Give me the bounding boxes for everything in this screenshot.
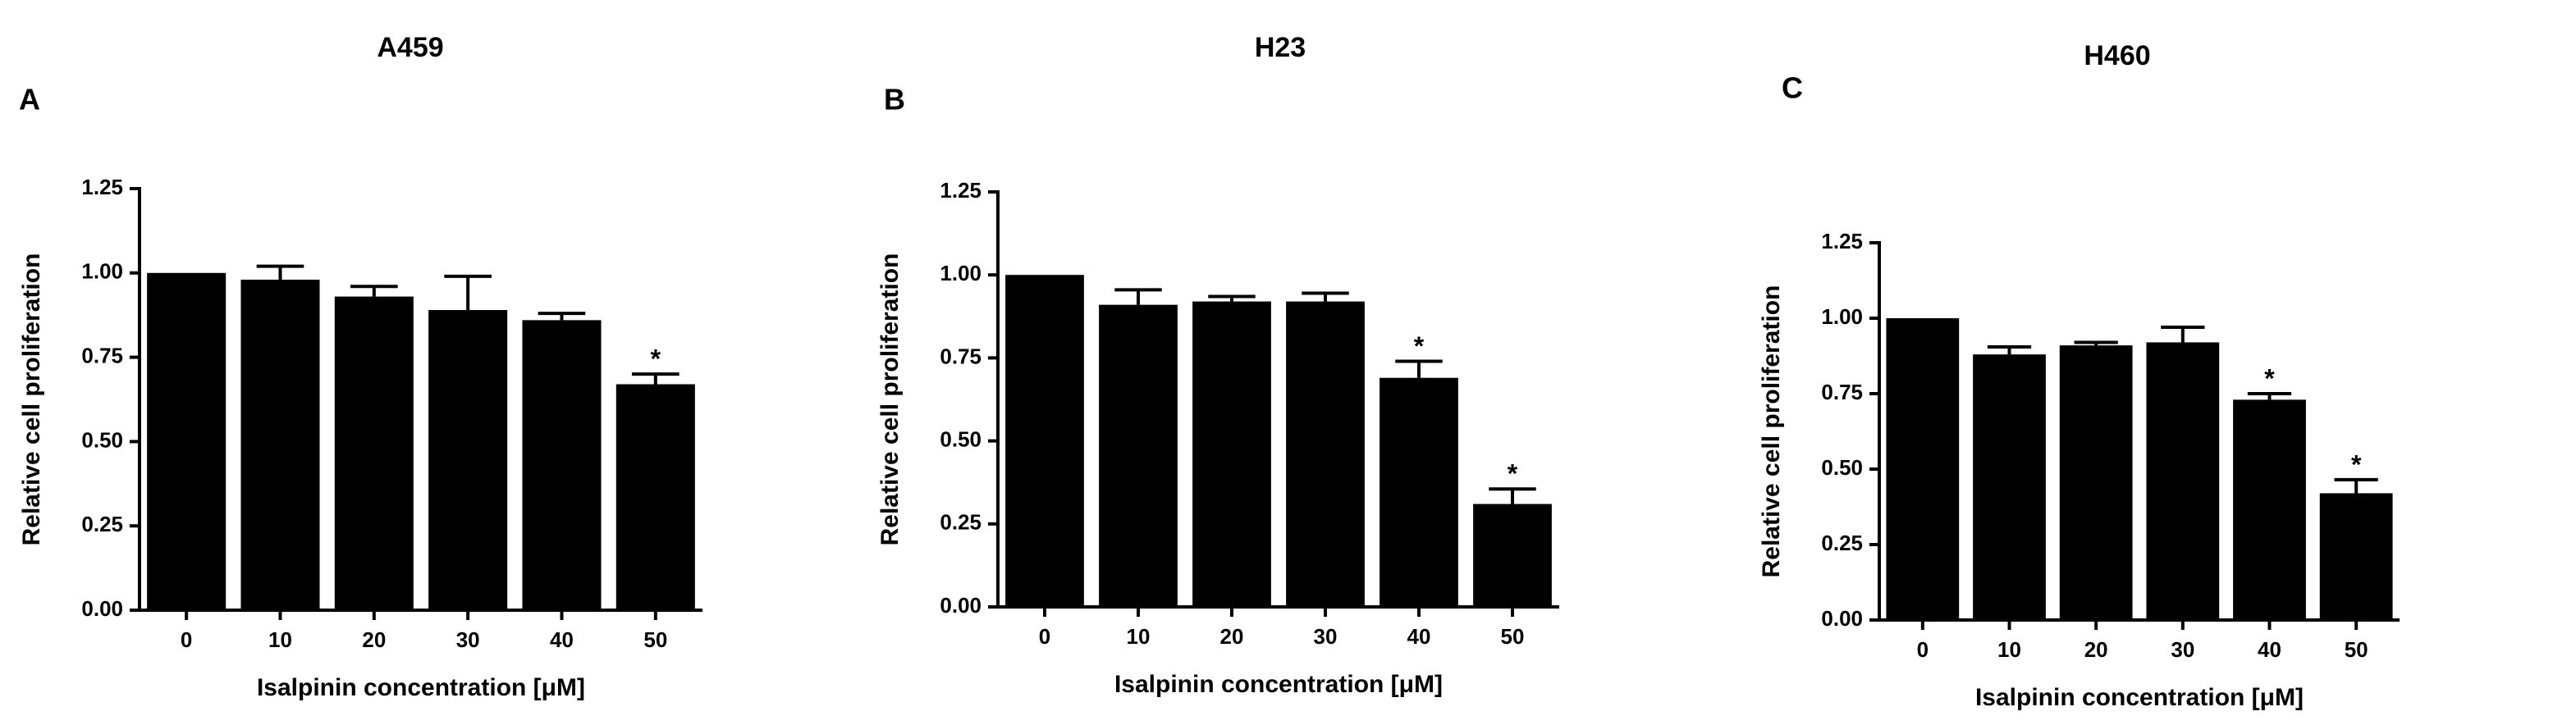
x-tick-label: 10	[1127, 624, 1151, 649]
y-tick-label: 1.25	[81, 175, 123, 199]
y-axis-label: Relative cell proliferation	[18, 253, 45, 546]
bar	[1973, 354, 2046, 620]
x-tick-label: 20	[2084, 637, 2108, 662]
y-tick-label: 0.00	[81, 596, 123, 621]
x-tick-label: 20	[1220, 624, 1244, 649]
bar	[334, 296, 414, 610]
x-tick-label: 30	[2171, 637, 2194, 662]
bar	[2319, 493, 2393, 620]
y-tick-label: 1.25	[1821, 229, 1863, 253]
y-tick-label: 0.75	[1821, 380, 1863, 404]
x-tick-label: 10	[268, 627, 292, 652]
y-tick-label: 1.25	[940, 178, 981, 203]
chart-title: H460	[2084, 40, 2150, 71]
panel-label: B	[884, 83, 905, 116]
significance-mark: *	[1508, 459, 1518, 489]
y-tick-label: 0.50	[81, 427, 123, 452]
bar	[2146, 342, 2220, 620]
bar	[1886, 318, 1960, 620]
chart-title: A459	[377, 32, 443, 63]
significance-mark: *	[2351, 449, 2362, 479]
y-tick-label: 0.25	[940, 510, 981, 535]
bar	[1005, 275, 1084, 607]
y-axis-label: Relative cell proliferation	[1758, 285, 1785, 578]
y-tick-label: 0.75	[940, 344, 981, 368]
bar	[428, 310, 508, 610]
bar	[1380, 377, 1458, 607]
bar	[522, 320, 602, 610]
y-tick-label: 0.25	[81, 512, 123, 536]
chart-title: H23	[1255, 32, 1306, 63]
bar	[615, 384, 695, 610]
y-axis-label: Relative cell proliferation	[876, 253, 904, 546]
x-tick-label: 0	[181, 627, 192, 652]
y-tick-label: 0.75	[81, 343, 123, 367]
x-tick-label: 0	[1039, 624, 1050, 649]
x-tick-label: 10	[1997, 637, 2021, 662]
x-tick-label: 30	[1314, 624, 1338, 649]
x-tick-label: 40	[2258, 637, 2281, 662]
y-tick-label: 1.00	[1821, 304, 1863, 329]
x-tick-label: 0	[1917, 637, 1929, 662]
y-tick-label: 1.00	[940, 261, 981, 285]
panel-label: C	[1782, 71, 1803, 105]
significance-mark: *	[651, 344, 661, 374]
bar	[2059, 345, 2133, 620]
x-tick-label: 40	[550, 627, 574, 652]
y-tick-label: 0.00	[1821, 606, 1863, 631]
x-axis-label: Isalpinin concentration [μM]	[1114, 671, 1443, 698]
bar	[147, 272, 226, 610]
bar	[2233, 399, 2306, 620]
x-axis-label: Isalpinin concentration [μM]	[1975, 684, 2304, 711]
x-tick-label: 50	[1501, 624, 1525, 649]
bar	[1473, 504, 1552, 607]
x-axis-label: Isalpinin concentration [μM]	[257, 674, 585, 701]
bar	[1192, 301, 1271, 607]
y-tick-label: 0.50	[1821, 455, 1863, 480]
significance-mark: *	[1414, 331, 1425, 361]
y-tick-label: 1.00	[81, 259, 123, 284]
y-tick-label: 0.25	[1821, 531, 1863, 555]
y-tick-label: 0.00	[940, 593, 981, 618]
bar	[1286, 301, 1365, 607]
x-tick-label: 50	[2345, 637, 2368, 662]
x-tick-label: 30	[456, 627, 480, 652]
bar	[1099, 304, 1178, 607]
bar	[240, 280, 320, 610]
significance-mark: *	[2264, 363, 2275, 393]
x-tick-label: 50	[643, 627, 667, 652]
x-tick-label: 20	[362, 627, 386, 652]
y-tick-label: 0.50	[940, 426, 981, 451]
x-tick-label: 40	[1407, 624, 1431, 649]
panel-label: A	[19, 83, 40, 116]
